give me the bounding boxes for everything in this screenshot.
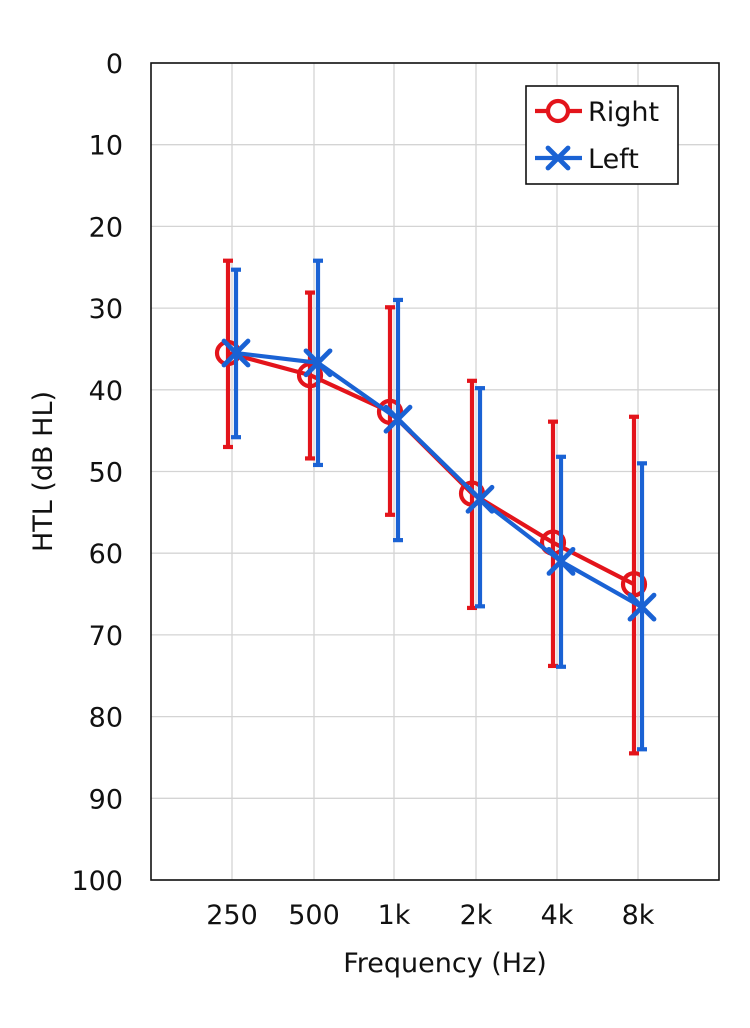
- y-tick-label: 70: [89, 621, 123, 652]
- x-axis-title: Frequency (Hz): [343, 948, 547, 979]
- legend-label: Right: [588, 97, 659, 128]
- y-tick-label: 30: [89, 294, 123, 325]
- legend-item-left: Left: [535, 144, 639, 175]
- data-point-marker: [296, 361, 324, 389]
- plot-frame: [150, 62, 720, 881]
- data-point-marker: [303, 348, 333, 378]
- x-tick-label: 500: [288, 900, 340, 931]
- y-tick-label: 60: [89, 539, 123, 570]
- series-layer: [214, 258, 657, 756]
- legend-items: Right Left: [535, 97, 659, 175]
- series-line: [235, 350, 644, 609]
- y-tick-label: 80: [89, 703, 123, 734]
- data-point-marker: [546, 546, 576, 576]
- x-tick-label: 8k: [622, 900, 655, 931]
- x-tick-label: 250: [206, 900, 258, 931]
- series-left: [221, 258, 657, 752]
- legend-item-right: Right: [535, 97, 659, 128]
- y-tick-label: 10: [89, 131, 123, 162]
- marker-stroke: [627, 592, 657, 622]
- data-point-marker: [627, 592, 657, 622]
- data-point-marker: [376, 398, 404, 425]
- data-point-marker: [221, 338, 251, 368]
- x-tick-label: 4k: [541, 900, 574, 931]
- y-tick-label: 50: [89, 458, 123, 489]
- marker-stroke: [383, 404, 413, 434]
- marker-stroke: [221, 338, 251, 368]
- y-tick-label: 40: [89, 376, 123, 407]
- x-tick-label: 1k: [378, 900, 411, 931]
- legend: Right Left: [525, 85, 679, 185]
- marker-stroke: [465, 484, 495, 514]
- marker-stroke: [546, 546, 576, 576]
- y-tick-label: 0: [106, 49, 123, 80]
- y-tick-label: 100: [71, 866, 123, 897]
- legend-marker: [545, 98, 571, 124]
- legend-label: Left: [588, 144, 639, 175]
- y-tick-label: 90: [89, 784, 123, 815]
- y-tick-label: 20: [89, 212, 123, 243]
- x-tick-labels: 250 500 1k 2k 4k 8k: [206, 900, 655, 931]
- data-point-marker: [465, 484, 495, 514]
- x-tick-label: 2k: [460, 900, 493, 931]
- marker-stroke: [303, 348, 333, 378]
- legend-marker: [545, 145, 571, 171]
- y-tick-labels: 0 10 20 30 40 50 60 70 80 90 100: [71, 49, 123, 897]
- y-axis-title: HTL (dB HL): [28, 391, 59, 552]
- data-point-marker: [620, 571, 648, 598]
- series-right: [214, 258, 648, 756]
- data-point-marker: [383, 404, 413, 434]
